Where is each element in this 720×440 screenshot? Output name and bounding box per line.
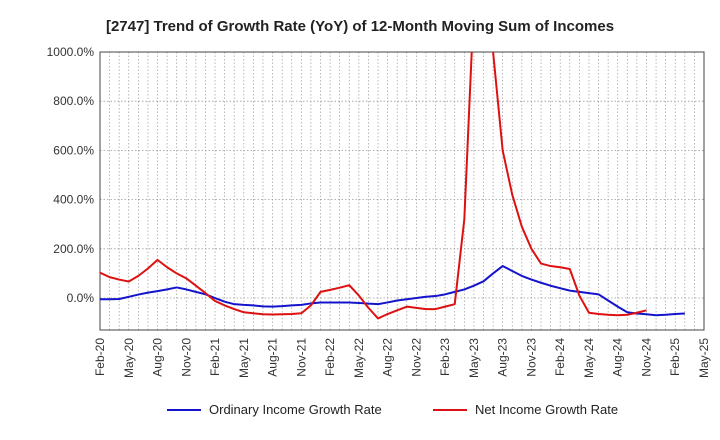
plot-frame <box>99 51 705 331</box>
y-tick-label: 800.0% <box>53 94 94 108</box>
x-tick-label: Nov-21 <box>294 338 308 377</box>
legend-label-1: Net Income Growth Rate <box>475 402 618 417</box>
series-line-0 <box>100 265 685 317</box>
series-line-1 <box>100 52 647 320</box>
y-tick-label: 200.0% <box>53 242 94 256</box>
y-tick-label: 600.0% <box>53 143 94 157</box>
x-tick-label: Feb-23 <box>438 338 452 376</box>
plot-background <box>100 52 704 330</box>
legend-label-0: Ordinary Income Growth Rate <box>209 402 382 417</box>
plot-area: 0.0% 200.0% 400.0% 600.0% 800.0% 1000.0% Feb-2… <box>47 45 711 378</box>
x-tick-label: Aug-20 <box>151 338 165 377</box>
x-tick-label: May-25 <box>697 338 711 378</box>
x-tick-label: Feb-25 <box>668 338 682 376</box>
x-tick-label: Nov-22 <box>409 338 423 377</box>
x-tick-label: Aug-21 <box>266 338 280 377</box>
x-tick-label: Feb-22 <box>323 338 337 376</box>
x-tick-label: May-22 <box>352 338 366 378</box>
x-tick-label: May-21 <box>237 338 251 378</box>
x-tick-label: Feb-24 <box>553 338 567 376</box>
x-tick-label: May-20 <box>122 338 136 378</box>
x-tick-label: Aug-23 <box>496 338 510 377</box>
y-tick-label: 0.0% <box>67 291 95 305</box>
chart-title: [2747] Trend of Growth Rate (YoY) of 12-… <box>106 18 614 35</box>
x-tick-label: Nov-20 <box>179 338 193 377</box>
x-tick-label: May-24 <box>582 338 596 378</box>
x-tick-label: May-23 <box>467 338 481 378</box>
x-tick-label: Feb-21 <box>208 338 222 376</box>
x-tick-label: Nov-23 <box>524 338 538 377</box>
y-tick-label: 1000.0% <box>47 45 95 59</box>
x-tick-label: Aug-22 <box>381 338 395 377</box>
x-tick-label: Feb-20 <box>93 338 107 376</box>
legend: Ordinary Income Growth Rate Net Income Gr… <box>167 402 618 417</box>
y-tick-label: 400.0% <box>53 193 94 207</box>
x-tick-label: Aug-24 <box>611 338 625 377</box>
x-tick-label: Nov-24 <box>639 338 653 377</box>
